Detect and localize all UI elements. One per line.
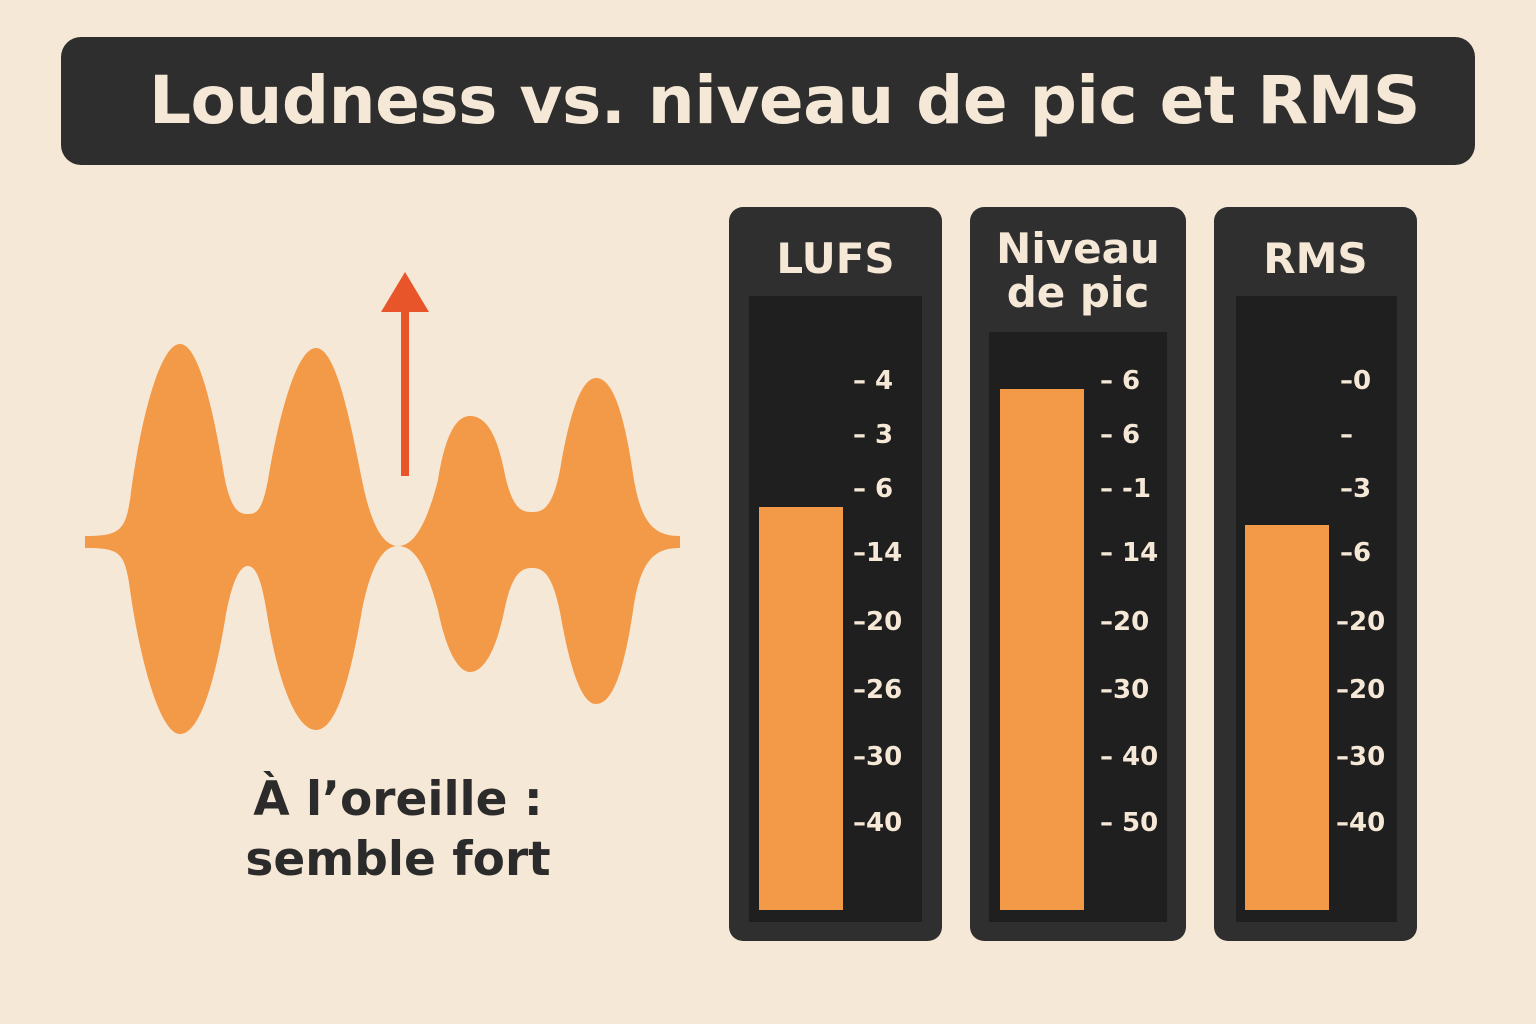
lufs-tick: –26: [853, 675, 903, 705]
lufs-tick: – 4: [853, 366, 894, 396]
lufs-tick: –14: [853, 538, 903, 568]
rms-tick: –40: [1336, 808, 1386, 838]
peak-level-bar: [1000, 389, 1084, 910]
meter-title-line: de pic: [1006, 268, 1150, 317]
caption: À l’oreille : semble fort: [188, 770, 608, 890]
lufs-meter: LUFS – 4 – 3 – 6 –14 –20 –26 –30 –40: [729, 207, 942, 941]
rms-tick: –3: [1340, 474, 1372, 504]
peak-tick: – 6: [1100, 366, 1141, 396]
rms-tick: –: [1340, 420, 1353, 450]
rms-tick: –6: [1340, 538, 1372, 568]
lufs-level-bar: [759, 507, 843, 910]
peak-meter-title: Niveau de pic: [970, 227, 1186, 315]
lufs-meter-title: LUFS: [729, 237, 942, 281]
lufs-tick: – 3: [853, 420, 894, 450]
peak-tick: – 6: [1100, 420, 1141, 450]
caption-line-1: À l’oreille :: [253, 772, 543, 827]
meter-title-line: RMS: [1263, 234, 1368, 283]
lufs-tick: –20: [853, 607, 903, 637]
rms-tick: –0: [1340, 366, 1372, 396]
lufs-meter-screen: – 4 – 3 – 6 –14 –20 –26 –30 –40: [749, 296, 922, 922]
peak-tick: – 40: [1100, 742, 1159, 772]
rms-meter: RMS –0 – –3 –6 –20 –20 –30 –40: [1214, 207, 1417, 941]
peak-tick: – 50: [1100, 808, 1159, 838]
rms-meter-screen: –0 – –3 –6 –20 –20 –30 –40: [1236, 296, 1397, 922]
rms-tick: –20: [1336, 607, 1386, 637]
title-bar: Loudness vs. niveau de pic et RMS: [61, 37, 1475, 165]
peak-tick: –20: [1100, 607, 1150, 637]
lufs-tick: – 6: [853, 474, 894, 504]
peak-meter: Niveau de pic – 6 – 6 – -1 – 14 –20 –30 …: [970, 207, 1186, 941]
waveform-illustration: [85, 272, 680, 734]
waveform-icon: [85, 344, 680, 734]
peak-tick: – 14: [1100, 538, 1159, 568]
peak-tick: – -1: [1100, 474, 1151, 504]
meter-title-line: LUFS: [776, 234, 895, 283]
rms-tick: –30: [1336, 742, 1386, 772]
rms-level-bar: [1245, 525, 1329, 910]
arrow-up-icon: [381, 272, 429, 476]
page-title: Loudness vs. niveau de pic et RMS: [149, 62, 1420, 139]
caption-line-2: semble fort: [245, 832, 551, 887]
peak-tick: –30: [1100, 675, 1150, 705]
rms-meter-title: RMS: [1214, 237, 1417, 281]
lufs-tick: –30: [853, 742, 903, 772]
meter-title-line: Niveau: [996, 224, 1160, 273]
peak-meter-screen: – 6 – 6 – -1 – 14 –20 –30 – 40 – 50: [989, 332, 1167, 922]
lufs-tick: –40: [853, 808, 903, 838]
rms-tick: –20: [1336, 675, 1386, 705]
